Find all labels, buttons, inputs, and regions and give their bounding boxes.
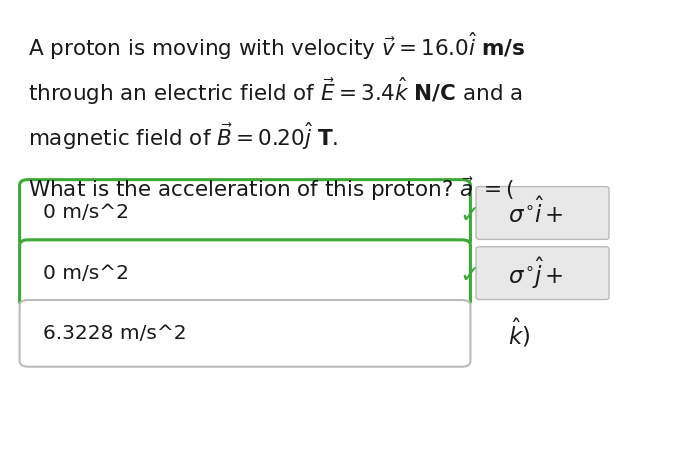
FancyBboxPatch shape [20, 300, 470, 367]
FancyBboxPatch shape [20, 240, 470, 307]
FancyBboxPatch shape [20, 180, 470, 246]
Text: 0 m/s^2: 0 m/s^2 [43, 203, 130, 223]
Text: $\sigma^{\!\circ}\!\hat{i}+$: $\sigma^{\!\circ}\!\hat{i}+$ [508, 198, 564, 228]
Text: 6.3228 m/s^2: 6.3228 m/s^2 [43, 324, 187, 343]
Text: through an electric field of $\vec{E} = 3.4\hat{k}\ \mathbf{N/C}$ and a: through an electric field of $\vec{E} = … [28, 75, 523, 106]
Text: $\sigma^{\!\circ}\!\hat{j}+$: $\sigma^{\!\circ}\!\hat{j}+$ [508, 256, 564, 291]
Text: 0 m/s^2: 0 m/s^2 [43, 263, 130, 283]
Text: $\hat{k})$: $\hat{k})$ [508, 317, 530, 350]
FancyBboxPatch shape [476, 187, 609, 239]
Text: $\checkmark$: $\checkmark$ [458, 261, 477, 285]
Text: magnetic field of $\vec{B} = 0.20\hat{j}\ \mathbf{T}.$: magnetic field of $\vec{B} = 0.20\hat{j}… [28, 120, 339, 151]
Text: $\checkmark$: $\checkmark$ [458, 201, 477, 225]
FancyBboxPatch shape [476, 247, 609, 300]
Text: A proton is moving with velocity $\vec{v} = 16.0\hat{i}\ \mathbf{m/s}$: A proton is moving with velocity $\vec{v… [28, 30, 526, 62]
Text: What is the acceleration of this proton? $\vec{a}\ =($: What is the acceleration of this proton?… [28, 176, 514, 203]
